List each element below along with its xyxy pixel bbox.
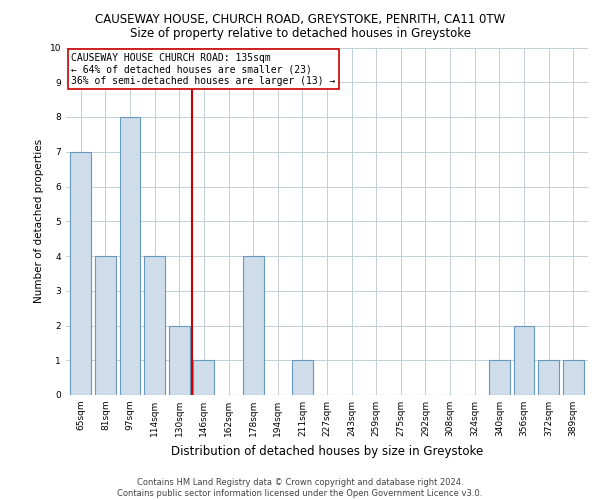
Bar xyxy=(70,152,91,395)
Bar xyxy=(119,117,140,395)
Text: Contains HM Land Registry data © Crown copyright and database right 2024.
Contai: Contains HM Land Registry data © Crown c… xyxy=(118,478,482,498)
Bar xyxy=(242,256,263,395)
Bar xyxy=(193,360,214,395)
Bar xyxy=(95,256,116,395)
Bar xyxy=(292,360,313,395)
Bar xyxy=(169,326,190,395)
Text: CAUSEWAY HOUSE CHURCH ROAD: 135sqm
← 64% of detached houses are smaller (23)
36%: CAUSEWAY HOUSE CHURCH ROAD: 135sqm ← 64%… xyxy=(71,52,335,86)
Bar xyxy=(144,256,165,395)
Text: CAUSEWAY HOUSE, CHURCH ROAD, GREYSTOKE, PENRITH, CA11 0TW: CAUSEWAY HOUSE, CHURCH ROAD, GREYSTOKE, … xyxy=(95,12,505,26)
Bar xyxy=(563,360,584,395)
Text: Size of property relative to detached houses in Greystoke: Size of property relative to detached ho… xyxy=(130,28,470,40)
Bar xyxy=(514,326,535,395)
Y-axis label: Number of detached properties: Number of detached properties xyxy=(34,139,44,304)
X-axis label: Distribution of detached houses by size in Greystoke: Distribution of detached houses by size … xyxy=(171,444,483,458)
Bar xyxy=(538,360,559,395)
Bar xyxy=(489,360,510,395)
